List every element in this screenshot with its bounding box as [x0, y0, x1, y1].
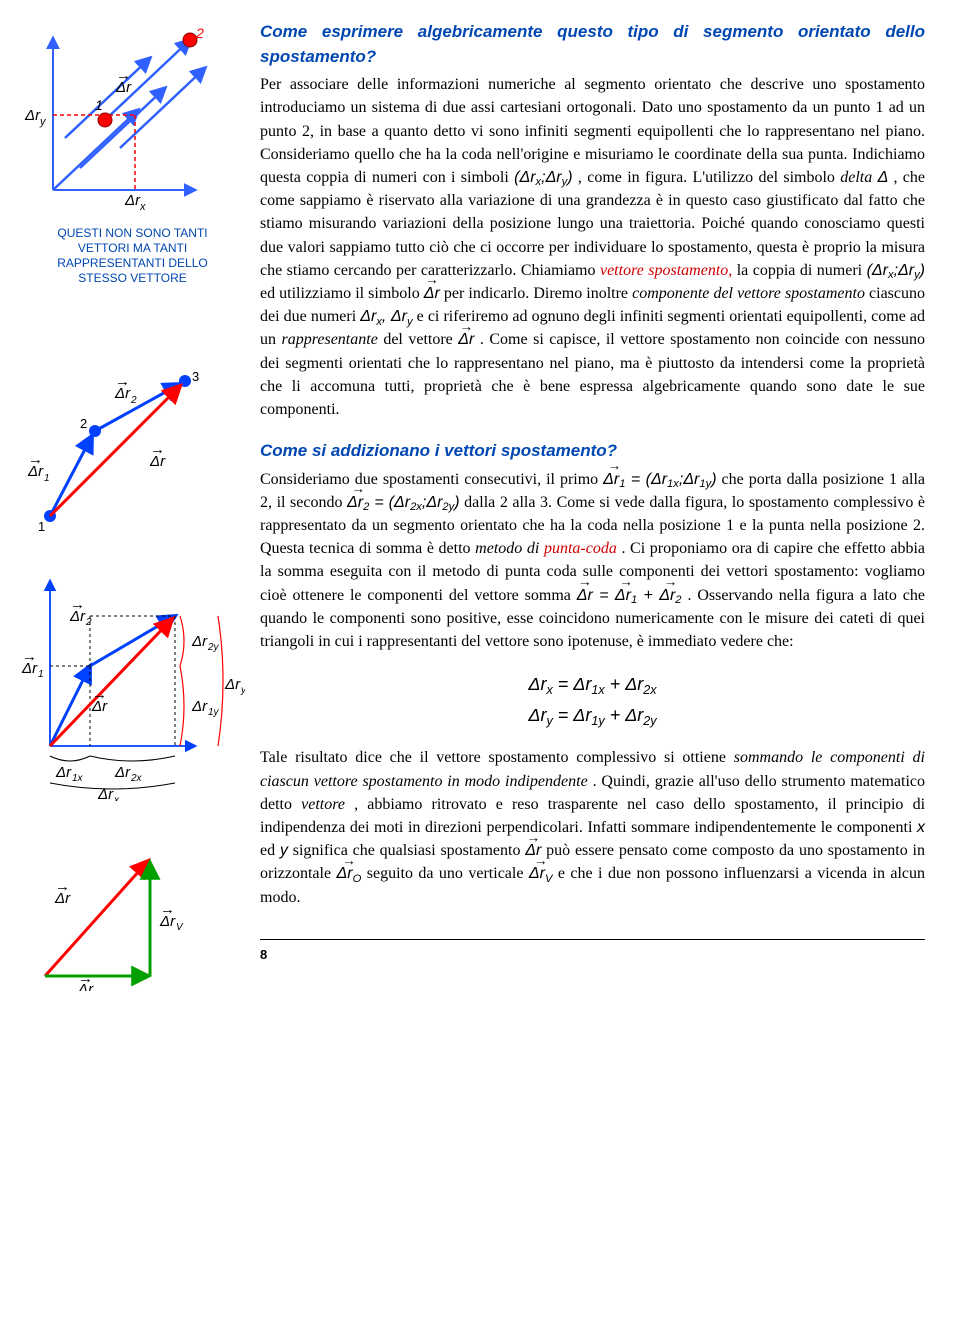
main-column: Come esprimere algebricamente questo tip… — [260, 20, 925, 1026]
svg-text:x: x — [113, 795, 120, 801]
svg-text:x: x — [139, 201, 146, 213]
svg-text:2: 2 — [195, 25, 204, 41]
svg-text:Δr: Δr — [114, 764, 131, 781]
svg-text:Δr: Δr — [21, 660, 38, 677]
svg-text:1: 1 — [38, 519, 45, 534]
svg-text:Δr: Δr — [191, 633, 208, 650]
paragraph-1: Per associare delle informazioni numeric… — [260, 73, 925, 421]
sidebar: 1 2 Δr y Δr x → Δr QUESTI NON SONO TANTI… — [20, 20, 260, 1026]
svg-text:2: 2 — [85, 617, 92, 628]
svg-text:y: y — [240, 685, 245, 696]
svg-text:Δr: Δr — [69, 608, 86, 625]
svg-text:2x: 2x — [130, 773, 143, 784]
svg-text:2: 2 — [80, 416, 87, 431]
figure-3: Δr1x Δr2x Δrx Δr1y Δr2y Δry → Δr1 — [20, 571, 245, 801]
svg-text:Δr: Δr — [149, 453, 166, 470]
svg-text:1: 1 — [95, 97, 103, 113]
svg-text:Δr: Δr — [24, 107, 41, 124]
svg-text:1: 1 — [38, 669, 44, 680]
svg-text:O: O — [94, 990, 102, 991]
paragraph-3: Tale risultato dice che il vettore spost… — [260, 746, 925, 908]
svg-text:1x: 1x — [72, 773, 84, 784]
svg-text:Δr: Δr — [55, 764, 72, 781]
svg-text:Δr: Δr — [91, 698, 108, 715]
paragraph-2: Consideriamo due spostamenti consecutivi… — [260, 468, 925, 654]
figure-1-caption: QUESTI NON SONO TANTI VETTORI MA TANTI R… — [20, 226, 245, 286]
svg-text:V: V — [176, 922, 184, 933]
svg-text:2y: 2y — [207, 642, 220, 653]
svg-text:Δr: Δr — [77, 981, 94, 991]
figure-2-svg: 1 2 3 → Δr1 → Δr2 → Δr — [20, 356, 220, 536]
equation-block-1: Δrx = Δr1x + Δr2x Δry = Δr1y + Δr2y — [260, 669, 925, 730]
svg-text:Δr: Δr — [124, 192, 141, 209]
svg-text:Δr: Δr — [224, 676, 241, 693]
svg-text:Δr: Δr — [27, 463, 44, 480]
svg-text:y: y — [39, 116, 47, 128]
svg-text:1y: 1y — [208, 707, 220, 718]
figure-1-svg: 1 2 Δr y Δr x → Δr — [20, 20, 230, 220]
svg-text:3: 3 — [192, 369, 199, 384]
svg-text:Δr: Δr — [115, 79, 132, 96]
svg-text:1: 1 — [44, 473, 50, 484]
heading-2: Come si addizionano i vettori spostament… — [260, 439, 925, 464]
page-number: 8 — [260, 939, 925, 965]
figure-1: 1 2 Δr y Δr x → Δr QUESTI NON SONO TANTI… — [20, 20, 245, 286]
svg-text:Δr: Δr — [114, 385, 131, 402]
svg-text:2: 2 — [130, 395, 137, 406]
figure-4: → Δr → ΔrO → ΔrV — [20, 841, 245, 991]
svg-text:Δr: Δr — [97, 786, 114, 801]
svg-text:Δr: Δr — [159, 913, 176, 930]
heading-1: Come esprimere algebricamente questo tip… — [260, 20, 925, 69]
svg-text:Δr: Δr — [54, 890, 71, 907]
figure-3-svg: Δr1x Δr2x Δrx Δr1y Δr2y Δry → Δr1 — [20, 571, 245, 801]
figure-4-svg: → Δr → ΔrO → ΔrV — [20, 841, 210, 991]
svg-text:Δr: Δr — [191, 698, 208, 715]
figure-2: 1 2 3 → Δr1 → Δr2 → Δr — [20, 356, 245, 536]
